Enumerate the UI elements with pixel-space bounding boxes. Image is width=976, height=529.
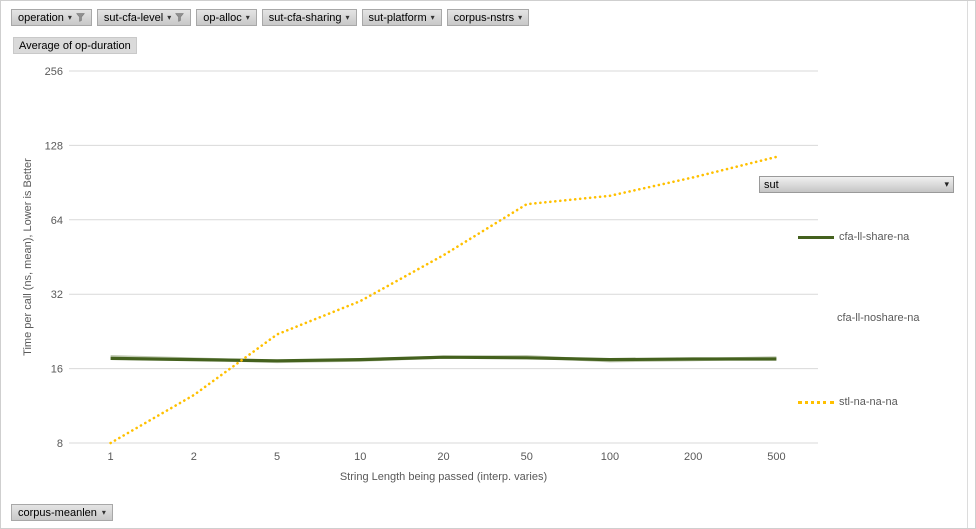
filter-button-operation[interactable]: operation ▾ [11,9,92,26]
legend-entry-cfa-ll-share-na[interactable]: cfa-ll-share-na [798,231,909,243]
legend-field-dropdown[interactable]: sut ▾ [759,176,954,193]
filter-button-label: sut-cfa-sharing [268,11,342,24]
chevron-down-icon: ▾ [518,12,523,22]
x-tick-label: 500 [767,451,785,463]
filter-button-label: corpus-nstrs [453,11,515,24]
filter-button-sut-cfa-level[interactable]: sut-cfa-level ▾ [96,9,192,26]
x-tick-label: 2 [191,451,197,463]
filter-funnel-icon [175,13,185,22]
y-tick-label: 256 [45,66,63,78]
chevron-down-icon: ▾ [167,12,172,22]
y-tick-label: 128 [45,140,63,152]
filter-funnel-icon [75,13,85,22]
values-field-button[interactable]: Average of op-duration [13,37,137,54]
values-field-label: Average of op-duration [19,39,131,52]
legend-entry-cfa-ll-noshare-na[interactable]: cfa-ll-noshare-na [837,312,920,324]
chevron-down-icon: ▾ [245,12,250,22]
y-tick-label: 32 [51,289,63,301]
x-tick-label: 20 [437,451,449,463]
legend-entry-label: cfa-ll-share-na [839,231,910,243]
filter-button-corpus-nstrs[interactable]: corpus-nstrs ▾ [446,9,530,26]
chevron-down-icon: ▾ [944,179,949,189]
x-tick-label: 200 [684,451,702,463]
axis-field-button-corpus-meanlen[interactable]: corpus-meanlen ▾ [11,504,113,521]
x-tick-label: 100 [601,451,619,463]
pivot-filter-row: operation ▾ sut-cfa-level ▾ op-alloc ▾ s… [11,9,530,26]
x-axis-title: String Length being passed (interp. vari… [340,471,547,483]
filter-button-label: operation [18,11,64,24]
axis-field-label: corpus-meanlen [18,506,97,519]
y-tick-label: 64 [51,215,63,227]
filter-button-label: sut-platform [368,11,427,24]
legend-line-sample-solid [798,235,834,239]
filter-button-sut-platform[interactable]: sut-platform ▾ [361,9,442,26]
x-tick-label: 1 [108,451,114,463]
chevron-down-icon: ▾ [430,12,435,22]
filter-button-sut-cfa-sharing[interactable]: sut-cfa-sharing ▾ [261,9,357,26]
series-line-stl-na-na-na[interactable] [109,155,778,445]
filter-button-label: op-alloc [203,11,242,24]
x-tick-label: 50 [521,451,533,463]
series-line-cfa-ll-share-na[interactable] [110,355,777,363]
chevron-down-icon: ▾ [345,12,350,22]
filter-button-label: sut-cfa-level [103,11,164,24]
x-tick-label: 10 [354,451,366,463]
legend-entry-label: stl-na-na-na [839,396,898,408]
legend-line-sample-dotted [798,400,834,404]
legend-field-label: sut [764,178,779,191]
x-tick-label: 5 [274,451,280,463]
y-axis-title: Time per call (ns, mean), Lower is Bette… [22,158,34,356]
worksheet-divider-line [967,1,968,528]
y-tick-label: 16 [51,364,63,376]
legend-entry-stl-na-na-na[interactable]: stl-na-na-na [798,396,898,408]
legend-entry-label: cfa-ll-noshare-na [837,312,920,324]
chevron-down-icon: ▾ [67,12,72,22]
filter-button-op-alloc[interactable]: op-alloc ▾ [196,9,257,26]
chevron-down-icon: ▾ [101,508,106,517]
y-tick-label: 8 [57,438,63,450]
